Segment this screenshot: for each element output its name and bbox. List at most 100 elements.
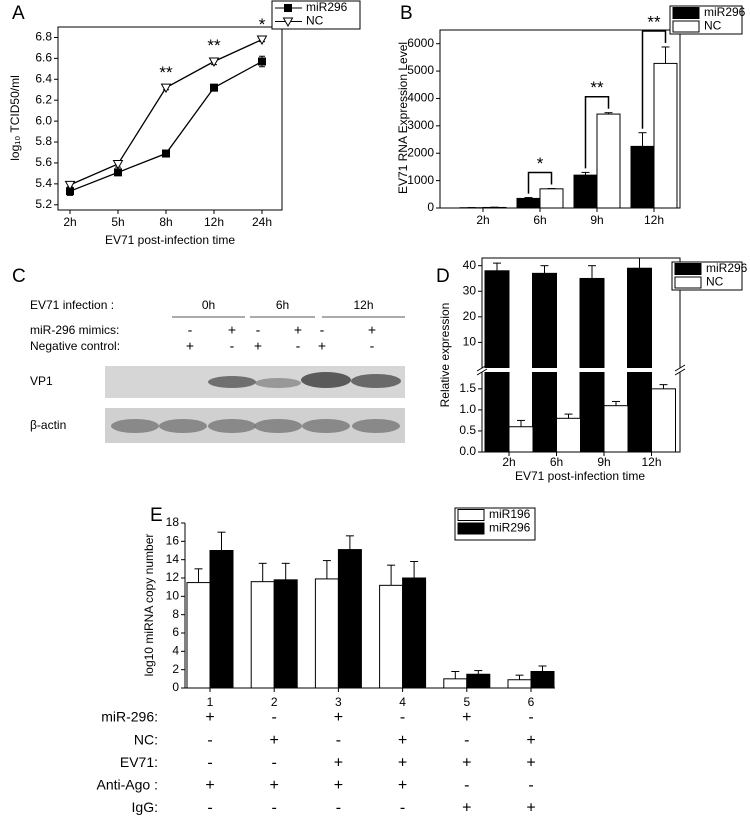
legend-label: miR296 bbox=[489, 521, 531, 535]
x-tick-label: 6h bbox=[533, 213, 546, 227]
legend-swatch bbox=[672, 7, 700, 19]
condition-sign: + bbox=[270, 777, 279, 794]
panel-letter: E bbox=[150, 505, 163, 526]
bar bbox=[186, 582, 211, 689]
x-tick-label: 9h bbox=[590, 213, 603, 227]
condition-label: IgG: bbox=[132, 799, 158, 815]
condition-sign: + bbox=[462, 800, 471, 817]
bar bbox=[596, 113, 621, 209]
treatment-label: miR-296 mimics: bbox=[30, 323, 119, 337]
condition-label: NC: bbox=[134, 731, 158, 747]
x-tick-label: 24h bbox=[252, 215, 272, 229]
series-line bbox=[69, 38, 263, 186]
band bbox=[352, 419, 400, 433]
break-mark bbox=[674, 364, 686, 372]
x-tick-label: 12h bbox=[204, 215, 224, 229]
condition-sign: - bbox=[336, 732, 341, 749]
y-tick-label: 2 bbox=[172, 662, 179, 676]
x-tick-label: 5h bbox=[111, 215, 124, 229]
bar bbox=[250, 581, 275, 689]
condition-sign: + bbox=[526, 800, 535, 817]
condition-sign: - bbox=[336, 800, 341, 817]
condition-sign: - bbox=[464, 777, 469, 794]
x-axis-label: EV71 post-infection time bbox=[105, 233, 235, 247]
x-tick-label: 1 bbox=[207, 695, 214, 709]
data-point bbox=[112, 159, 124, 170]
bar bbox=[402, 577, 427, 689]
treatment-sign: + bbox=[254, 338, 262, 354]
band bbox=[208, 419, 256, 433]
bar bbox=[556, 417, 581, 453]
bar bbox=[603, 405, 629, 453]
legend-swatch bbox=[457, 509, 485, 521]
band bbox=[302, 419, 350, 433]
x-tick-label: 9h bbox=[597, 455, 610, 469]
blot-image bbox=[105, 366, 405, 443]
condition-sign: - bbox=[272, 709, 277, 726]
treatment-sign: - bbox=[370, 338, 375, 354]
timepoint: 0h bbox=[202, 298, 215, 312]
data-point bbox=[162, 149, 170, 158]
legend-label: miR296 bbox=[704, 5, 746, 19]
band bbox=[254, 419, 302, 433]
bar bbox=[482, 206, 507, 209]
bar bbox=[653, 62, 678, 209]
data-point bbox=[258, 57, 266, 66]
bar bbox=[209, 550, 234, 689]
y-tick-label: 5.4 bbox=[35, 176, 52, 190]
condition-sign: + bbox=[270, 732, 279, 749]
x-tick-label: 12h bbox=[644, 213, 664, 227]
bar bbox=[532, 272, 557, 453]
legend-label: NC bbox=[706, 275, 724, 289]
y-tick-label: 5000 bbox=[407, 63, 434, 77]
y-tick-label: 20 bbox=[463, 309, 477, 323]
condition-sign: - bbox=[528, 777, 533, 794]
y-tick-label: 1.5 bbox=[459, 381, 476, 395]
legend-label: NC bbox=[306, 14, 324, 28]
bar bbox=[579, 277, 605, 453]
legend-label: NC bbox=[704, 19, 722, 33]
bar bbox=[314, 578, 339, 689]
x-tick-label: 8h bbox=[159, 215, 172, 229]
plot-frame bbox=[57, 26, 283, 211]
bar bbox=[627, 267, 652, 453]
condition-sign: - bbox=[528, 709, 533, 726]
condition-sign: - bbox=[207, 732, 212, 749]
bar bbox=[507, 679, 532, 689]
legend-swatch bbox=[674, 263, 702, 275]
y-tick-label: 0 bbox=[427, 200, 434, 214]
y-axis-label: Relative expression bbox=[438, 303, 452, 408]
x-axis-label: EV71 post-infection time bbox=[515, 469, 645, 483]
panel-letter: A bbox=[12, 3, 25, 24]
condition-sign: + bbox=[398, 732, 407, 749]
x-tick-label: 2h bbox=[476, 213, 489, 227]
x-tick-label: 12h bbox=[641, 455, 661, 469]
bar bbox=[337, 549, 362, 689]
y-tick-label: 5.6 bbox=[35, 155, 52, 169]
treatment-sign: + bbox=[186, 338, 194, 354]
treatment-sign: + bbox=[318, 338, 326, 354]
condition-sign: - bbox=[464, 732, 469, 749]
legend-label: miR196 bbox=[489, 507, 531, 521]
condition-sign: - bbox=[207, 754, 212, 771]
condition-sign: + bbox=[462, 709, 471, 726]
y-tick-label: 4 bbox=[172, 644, 179, 658]
condition-sign: - bbox=[207, 800, 212, 817]
legend-swatch bbox=[674, 276, 702, 289]
y-tick-label: 1.0 bbox=[459, 402, 476, 416]
condition-sign: + bbox=[334, 754, 343, 771]
timepoint: 6h bbox=[276, 298, 289, 312]
significance-bracket bbox=[641, 30, 667, 129]
y-tick-label: 6 bbox=[172, 625, 179, 639]
condition-sign: - bbox=[272, 754, 277, 771]
condition-sign: + bbox=[526, 732, 535, 749]
data-point bbox=[64, 180, 76, 191]
x-tick-label: 4 bbox=[399, 695, 406, 709]
legend-label: miR296 bbox=[706, 261, 748, 275]
treatment-sign: + bbox=[368, 322, 376, 338]
x-tick-label: 2h bbox=[63, 215, 76, 229]
condition-label: Anti-Ago : bbox=[97, 777, 158, 793]
x-tick-label: 6 bbox=[528, 695, 535, 709]
data-point bbox=[256, 35, 268, 46]
